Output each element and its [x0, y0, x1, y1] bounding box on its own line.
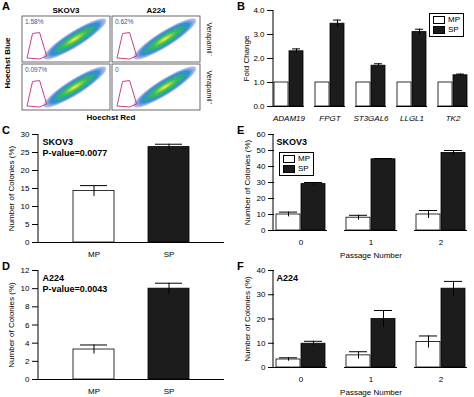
- svg-text:0.097%: 0.097%: [25, 66, 47, 73]
- svg-text:40: 40: [257, 266, 266, 275]
- svg-text:A224: A224: [277, 273, 299, 283]
- svg-text:Number of Colonies (%): Number of Colonies (%): [7, 145, 16, 231]
- svg-text:ST3GAL6: ST3GAL6: [353, 114, 389, 123]
- html-text:E: E: [237, 124, 245, 136]
- svg-text:1: 1: [369, 375, 374, 384]
- svg-text:Passage Number: Passage Number: [340, 251, 402, 260]
- svg-text:0: 0: [299, 375, 304, 384]
- svg-text:6: 6: [25, 321, 30, 330]
- svg-text:Number of Colonies (%): Number of Colonies (%): [7, 282, 16, 368]
- svg-text:20: 20: [257, 194, 266, 203]
- svg-text:Number of Colonies (%): Number of Colonies (%): [243, 139, 252, 225]
- svg-text:4: 4: [25, 339, 30, 348]
- svg-text:20: 20: [21, 166, 30, 175]
- svg-text:0.0: 0.0: [253, 102, 265, 111]
- svg-text:2: 2: [439, 375, 444, 384]
- svg-text:25: 25: [21, 148, 30, 157]
- svg-text:MP: MP: [88, 250, 100, 259]
- svg-text:20: 20: [257, 315, 266, 324]
- svg-text:A224: A224: [43, 273, 65, 283]
- svg-text:60: 60: [257, 130, 266, 139]
- html-text:D: D: [2, 260, 10, 272]
- svg-text:2: 2: [439, 238, 444, 247]
- svg-text:Number of Colonies (%): Number of Colonies (%): [243, 276, 252, 362]
- html-text:B: B: [237, 0, 245, 12]
- svg-text:0: 0: [261, 363, 266, 372]
- svg-text:Verapamil⁺: Verapamil⁺: [205, 70, 213, 104]
- html-text:SP: SP: [298, 164, 309, 173]
- svg-text:Hoechst Red: Hoechst Red: [87, 113, 136, 122]
- svg-text:0: 0: [299, 238, 304, 247]
- svg-text:SKOV3: SKOV3: [277, 137, 308, 147]
- svg-text:50: 50: [257, 146, 266, 155]
- svg-text:MP: MP: [88, 387, 100, 396]
- svg-text:SKOV3: SKOV3: [43, 137, 74, 147]
- svg-text:1: 1: [369, 238, 374, 247]
- svg-text:2: 2: [25, 357, 30, 366]
- html-text:MP: MP: [448, 15, 460, 24]
- svg-text:1.0: 1.0: [253, 78, 265, 87]
- svg-text:ADAM19: ADAM19: [272, 114, 306, 123]
- svg-text:P-value=0.0043: P-value=0.0043: [43, 284, 108, 294]
- svg-text:SKOV3: SKOV3: [52, 6, 80, 15]
- html-text:SP: SP: [448, 25, 459, 34]
- svg-text:FPGT: FPGT: [319, 114, 341, 123]
- svg-text:10: 10: [21, 284, 30, 293]
- svg-text:SP: SP: [164, 387, 175, 396]
- svg-text:30: 30: [257, 290, 266, 299]
- svg-text:30: 30: [21, 130, 30, 139]
- svg-text:15: 15: [21, 184, 30, 193]
- svg-text:A224: A224: [146, 6, 166, 15]
- svg-text:Verapamil⁻: Verapamil⁻: [205, 22, 213, 56]
- svg-text:Fold Change: Fold Change: [242, 35, 251, 81]
- svg-text:3.0: 3.0: [253, 30, 265, 39]
- svg-text:0.62%: 0.62%: [115, 18, 134, 25]
- svg-text:5: 5: [25, 220, 30, 229]
- svg-text:LLGL1: LLGL1: [400, 114, 424, 123]
- svg-text:8: 8: [25, 302, 30, 311]
- svg-text:10: 10: [21, 202, 30, 211]
- svg-text:30: 30: [257, 178, 266, 187]
- html-text:F: F: [237, 260, 244, 272]
- svg-text:0: 0: [115, 66, 119, 73]
- svg-text:A: A: [2, 0, 10, 12]
- svg-text:4.0: 4.0: [253, 6, 265, 15]
- svg-text:Passage Number: Passage Number: [340, 388, 402, 397]
- svg-text:Hoechst Blue: Hoechst Blue: [3, 37, 12, 89]
- svg-text:2.0: 2.0: [253, 54, 265, 63]
- html-text:MP: MP: [298, 154, 310, 163]
- svg-text:10: 10: [257, 339, 266, 348]
- svg-text:TK2: TK2: [446, 114, 461, 123]
- svg-text:0: 0: [25, 238, 30, 247]
- html-text:C: C: [2, 124, 10, 136]
- svg-text:1.58%: 1.58%: [25, 18, 44, 25]
- svg-text:0: 0: [25, 375, 30, 384]
- svg-text:12: 12: [21, 266, 30, 275]
- svg-text:0: 0: [261, 226, 266, 235]
- svg-text:10: 10: [257, 210, 266, 219]
- svg-text:P-value=0.0077: P-value=0.0077: [43, 148, 108, 158]
- svg-text:SP: SP: [164, 250, 175, 259]
- svg-text:40: 40: [257, 162, 266, 171]
